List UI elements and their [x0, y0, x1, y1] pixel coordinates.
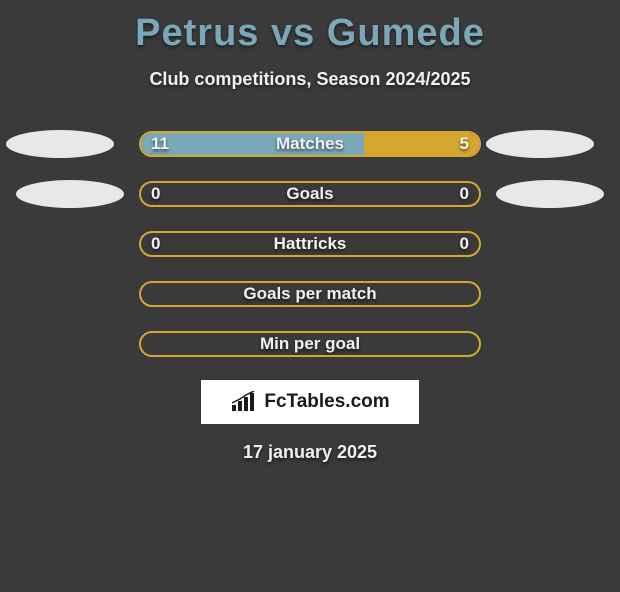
player-left-marker — [6, 130, 114, 158]
stat-label: Hattricks — [274, 234, 347, 254]
stat-row-min-per-goal: Min per goal — [0, 330, 620, 358]
stat-left-value: 11 — [151, 134, 169, 154]
stat-right-value: 0 — [460, 234, 469, 254]
stat-bar: 0 Hattricks 0 — [139, 231, 481, 257]
player-left-marker — [16, 180, 124, 208]
stat-right-value: 0 — [460, 184, 469, 204]
stat-left-value: 0 — [151, 184, 160, 204]
fctables-logo: FcTables.com — [201, 380, 419, 424]
player-right-marker — [486, 130, 594, 158]
stat-bar: 0 Goals 0 — [139, 181, 481, 207]
date-label: 17 january 2025 — [0, 442, 620, 463]
stat-label: Min per goal — [260, 334, 360, 354]
stat-row-goals: 0 Goals 0 — [0, 180, 620, 208]
stat-right-value: 5 — [460, 134, 469, 154]
stat-row-goals-per-match: Goals per match — [0, 280, 620, 308]
stat-label: Goals — [286, 184, 333, 204]
comparison-title: Petrus vs Gumede — [0, 12, 620, 55]
stat-left-value: 0 — [151, 234, 160, 254]
player-right-marker — [496, 180, 604, 208]
stat-label: Goals per match — [243, 284, 376, 304]
stat-bar: Min per goal — [139, 331, 481, 357]
season-subtitle: Club competitions, Season 2024/2025 — [0, 69, 620, 90]
chart-icon — [230, 391, 260, 413]
stat-label: Matches — [276, 134, 344, 154]
stat-bar: Goals per match — [139, 281, 481, 307]
stat-bar: 11 Matches 5 — [139, 131, 481, 157]
stat-row-matches: 11 Matches 5 — [0, 130, 620, 158]
stat-row-hattricks: 0 Hattricks 0 — [0, 230, 620, 258]
logo-text: FcTables.com — [264, 391, 389, 413]
stats-container: 11 Matches 5 0 Goals 0 0 Hattricks 0 G — [0, 130, 620, 358]
